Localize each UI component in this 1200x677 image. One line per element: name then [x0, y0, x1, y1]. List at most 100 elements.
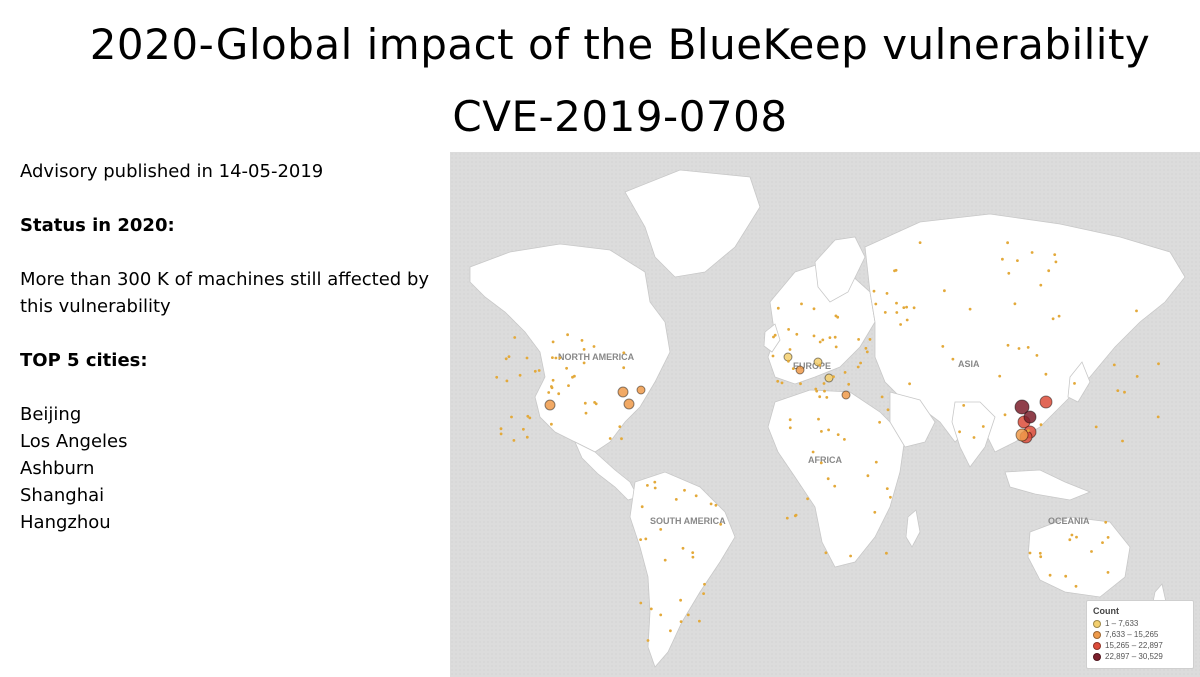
map-marker-small — [518, 373, 522, 377]
map-marker-small — [584, 411, 588, 415]
map-marker-small — [874, 302, 878, 306]
landmass-australia — [1027, 516, 1131, 598]
map-marker-small — [703, 582, 706, 586]
landmass-japan — [1067, 361, 1091, 403]
map-marker-small — [592, 345, 596, 348]
city-item: Los Angeles — [20, 431, 128, 452]
map-marker-small — [857, 338, 860, 341]
map-marker-small — [795, 332, 799, 336]
map-marker-small — [827, 428, 830, 432]
map-marker-small — [832, 375, 835, 379]
legend-swatch-dark-red — [1093, 652, 1101, 661]
map-marker-small — [646, 484, 649, 487]
map-marker-small — [787, 328, 790, 331]
map-marker-small — [908, 382, 911, 386]
map-legend: Count 1 – 7,633 7,633 – 15,265 15,265 – … — [1086, 600, 1194, 669]
region-label-south-america: SOUTH AMERICA — [650, 516, 726, 526]
map-marker-small — [565, 366, 568, 370]
landmass-india — [951, 401, 996, 468]
map-marker-small — [1068, 538, 1072, 542]
map-marker-small — [679, 598, 682, 602]
map-marker-small — [1035, 354, 1039, 357]
map-marker-small — [1075, 535, 1078, 539]
map-marker-small — [776, 379, 780, 383]
map-marker-small — [958, 430, 961, 434]
map-marker-small — [1053, 253, 1057, 256]
map-marker-small — [864, 346, 868, 350]
map-marker-small — [1074, 584, 1078, 588]
landmass-scandinavia — [814, 236, 866, 303]
map-marker-small — [818, 395, 822, 399]
map-marker-small — [1048, 573, 1052, 577]
map-marker-small — [899, 323, 902, 326]
map-marker-small — [1028, 551, 1032, 555]
map-marker-small — [639, 601, 643, 605]
map-marker-small — [1006, 343, 1010, 347]
map-marker — [1039, 395, 1053, 409]
map-marker-small — [941, 345, 945, 348]
map-marker-small — [912, 306, 916, 310]
map-marker-small — [681, 546, 685, 550]
map-marker-small — [799, 382, 802, 386]
map-marker-small — [819, 461, 823, 465]
landmass-arabia — [889, 391, 936, 448]
map-marker-small — [522, 427, 525, 431]
map-marker-small — [828, 336, 832, 339]
map-marker-small — [1016, 259, 1019, 262]
legend-label: 15,265 – 22,897 — [1105, 641, 1163, 650]
region-label-asia: ASIA — [958, 359, 980, 369]
map-marker-small — [818, 363, 822, 367]
map-marker-small — [873, 510, 877, 514]
legend-row: 7,633 – 15,265 — [1093, 630, 1187, 639]
map-marker-small — [550, 422, 553, 426]
map-marker-small — [1044, 372, 1048, 376]
map-marker-small — [780, 381, 784, 385]
map-marker-small — [972, 436, 976, 439]
map-marker-small — [653, 486, 657, 490]
map-marker-small — [691, 551, 695, 554]
map-marker-small — [1064, 574, 1068, 578]
map-marker-small — [691, 555, 695, 559]
map-marker-small — [885, 487, 889, 490]
map-marker-small — [776, 306, 780, 310]
map-marker-small — [674, 498, 678, 501]
map-marker-small — [1123, 390, 1126, 394]
map-marker-small — [825, 396, 829, 399]
map-marker-small — [886, 408, 890, 412]
region-labels: NORTH AMERICA EUROPE ASIA AFRICA SOUTH A… — [558, 352, 1090, 526]
map-marker-small — [714, 503, 718, 507]
map-marker-small — [659, 613, 663, 617]
map-marker-small — [1135, 375, 1139, 378]
map-marker-small — [893, 269, 896, 273]
map-marker-small — [608, 437, 612, 440]
legend-label: 22,897 – 30,529 — [1105, 652, 1163, 661]
map-marker-small — [794, 513, 798, 517]
map-marker-small — [709, 502, 713, 506]
map-marker-small — [505, 379, 509, 383]
map-marker-small — [525, 435, 529, 439]
map-marker-small — [557, 392, 561, 396]
map-marker-small — [895, 311, 899, 314]
landmass-south-america — [629, 471, 736, 668]
info-panel: Advisory published in 14-05-2019 Status … — [20, 158, 440, 536]
map-marker-small — [513, 336, 517, 339]
region-label-oceania: OCEANIA — [1048, 516, 1090, 526]
map-marker-small — [698, 619, 701, 623]
map-marker-small — [537, 369, 541, 372]
map-marker-small — [883, 311, 887, 314]
landmass-africa — [767, 389, 906, 568]
map-marker-small — [567, 384, 570, 387]
map-marker-small — [815, 389, 819, 393]
map-marker-small — [507, 355, 511, 358]
map-marker-small — [1094, 425, 1098, 429]
map-marker-small — [785, 516, 789, 520]
map-marker-small — [788, 418, 792, 422]
map-marker-small — [582, 348, 586, 351]
map-marker-small — [885, 292, 889, 295]
infection-markers — [495, 241, 1160, 642]
map-marker-small — [843, 438, 846, 441]
map-marker-small — [526, 414, 530, 418]
legend-label: 1 – 7,633 — [1105, 619, 1139, 628]
world-map[interactable]: NORTH AMERICA EUROPE ASIA AFRICA SOUTH A… — [450, 152, 1200, 677]
map-marker-small — [1039, 555, 1043, 559]
